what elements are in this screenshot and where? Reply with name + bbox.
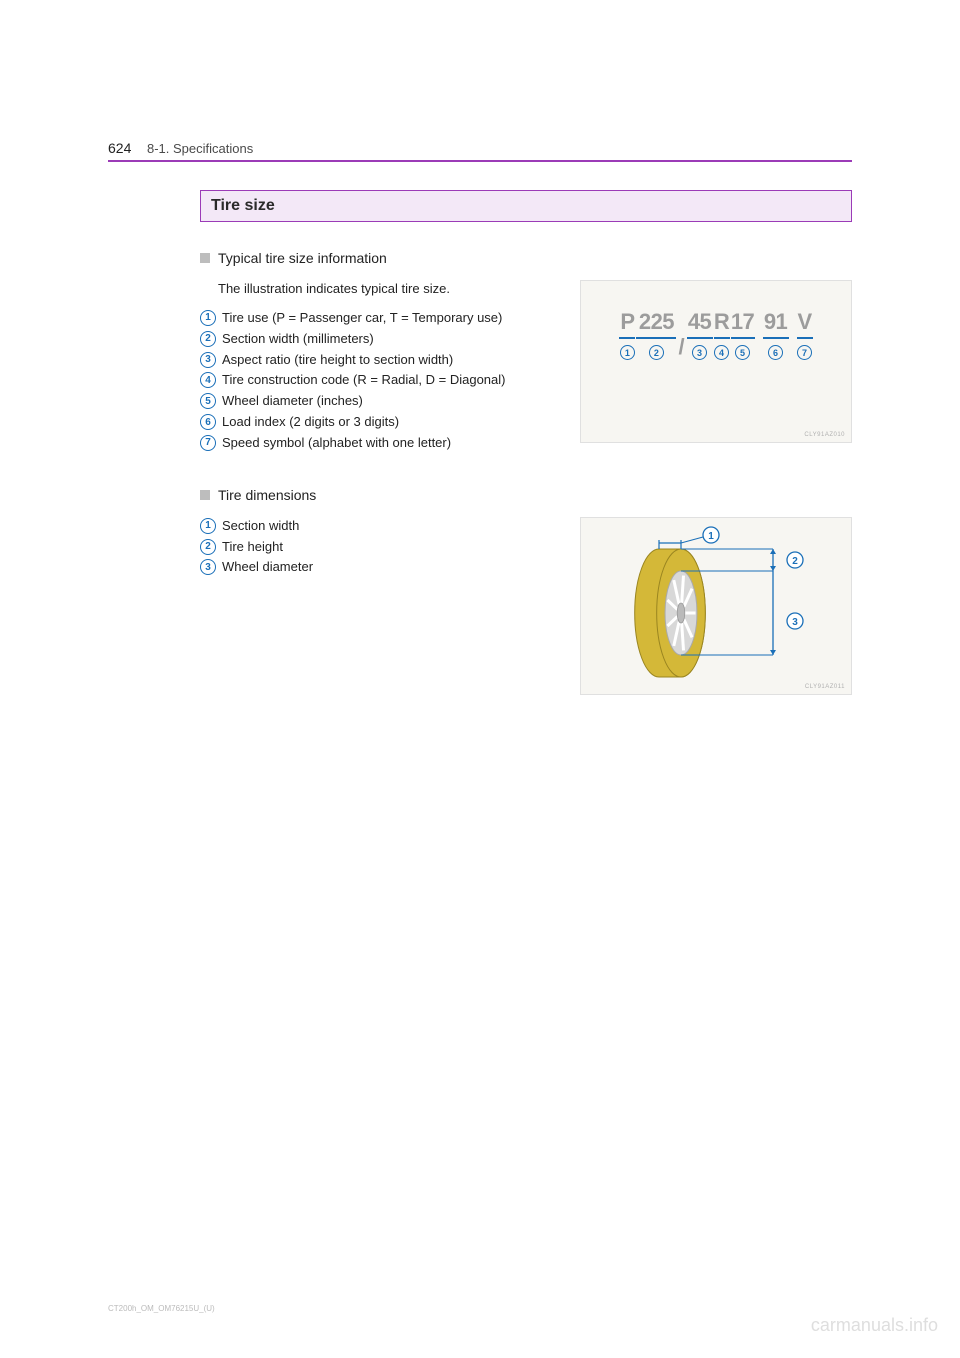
list-item-text: Tire construction code (R = Radial, D = … bbox=[222, 371, 505, 390]
subsection-tire-size-info: Typical tire size information The illust… bbox=[200, 250, 852, 455]
code-slash: / bbox=[678, 334, 684, 360]
list-item: 1 Section width bbox=[200, 517, 564, 536]
diagram-ref: CLY91AZ010 bbox=[804, 432, 845, 438]
tire-code-segment: R4 bbox=[714, 309, 730, 360]
list-item: 4 Tire construction code (R = Radial, D =… bbox=[200, 371, 564, 390]
circled-number-icon: 2 bbox=[649, 345, 664, 360]
circled-number-icon: 1 bbox=[620, 345, 635, 360]
svg-text:3: 3 bbox=[792, 617, 798, 628]
list-item: 2 Section width (millimeters) bbox=[200, 330, 564, 349]
list-item-text: Speed symbol (alphabet with one letter) bbox=[222, 434, 451, 453]
list-item-text: Load index (2 digits or 3 digits) bbox=[222, 413, 399, 432]
circled-number-icon: 6 bbox=[200, 414, 216, 430]
list-item: 2 Tire height bbox=[200, 538, 564, 557]
circled-number-icon: 3 bbox=[200, 352, 216, 368]
tire-dimensions-diagram: 1 2 3 CLY91AZ011 bbox=[580, 517, 852, 695]
circled-number-icon: 4 bbox=[200, 372, 216, 388]
tire-code-segment: 17 5 bbox=[731, 309, 755, 360]
tire-code-diagram: P12252/453R4175916V7 CLY91AZ010 bbox=[580, 280, 852, 443]
subsection-title: Tire dimensions bbox=[218, 487, 316, 503]
product-label: CT200h_OM_OM76215U_(U) bbox=[108, 1304, 215, 1313]
code-text: P bbox=[620, 309, 634, 335]
tire-code-segment: 91 6 bbox=[763, 309, 789, 360]
circled-number-icon: 4 bbox=[714, 345, 729, 360]
tire-code-segment: 225 2 bbox=[636, 309, 676, 360]
footer-watermark: carmanuals.info bbox=[811, 1315, 938, 1336]
tire-code-segment: P1 bbox=[619, 309, 635, 360]
circled-number-icon: 3 bbox=[200, 559, 216, 575]
list-item: 6 Load index (2 digits or 3 digits) bbox=[200, 413, 564, 432]
list-item: 1 Tire use (P = Passenger car, T = Tempor… bbox=[200, 309, 564, 328]
square-bullet-icon bbox=[200, 490, 210, 500]
circled-number-icon: 1 bbox=[200, 310, 216, 326]
circled-number-icon: 1 bbox=[200, 518, 216, 534]
circled-number-icon: 2 bbox=[200, 331, 216, 347]
circled-number-icon: 7 bbox=[200, 435, 216, 451]
code-text: 45 bbox=[688, 309, 711, 335]
list-item-text: Aspect ratio (tire height to section wid… bbox=[222, 351, 453, 370]
list-item: 7 Speed symbol (alphabet with one letter) bbox=[200, 434, 564, 453]
circled-number-icon: 2 bbox=[200, 539, 216, 555]
list-item: 5 Wheel diameter (inches) bbox=[200, 392, 564, 411]
list-item-text: Wheel diameter (inches) bbox=[222, 392, 363, 411]
code-text: V bbox=[797, 309, 811, 335]
tire-code-segment: 45 3 bbox=[687, 309, 713, 360]
code-text: 17 bbox=[731, 309, 754, 335]
code-text: 91 bbox=[764, 309, 787, 335]
square-bullet-icon bbox=[200, 253, 210, 263]
subsection-tire-dimensions: Tire dimensions 1 Section width 2 Tire heig… bbox=[200, 487, 852, 695]
tire-code-segment: V7 bbox=[797, 309, 813, 360]
list-item: 3 Wheel diameter bbox=[200, 558, 564, 577]
circled-number-icon: 6 bbox=[768, 345, 783, 360]
list-item: 3 Aspect ratio (tire height to section wi… bbox=[200, 351, 564, 370]
intro-text: The illustration indicates typical tire … bbox=[218, 280, 564, 299]
code-text: R bbox=[714, 309, 729, 335]
circled-number-icon: 5 bbox=[735, 345, 750, 360]
list-item-text: Wheel diameter bbox=[222, 558, 313, 577]
list-item-text: Tire use (P = Passenger car, T = Tempora… bbox=[222, 309, 502, 328]
circled-number-icon: 5 bbox=[200, 393, 216, 409]
list-item-text: Tire height bbox=[222, 538, 283, 557]
code-text: 225 bbox=[639, 309, 674, 335]
page-number: 624 8-1. Specifications bbox=[108, 140, 253, 156]
page-header: 624 8-1. Specifications bbox=[108, 140, 852, 162]
svg-text:2: 2 bbox=[792, 556, 798, 567]
circled-number-icon: 3 bbox=[692, 345, 707, 360]
section-title: Tire size bbox=[211, 197, 275, 214]
svg-text:1: 1 bbox=[708, 531, 714, 542]
section-title-box: Tire size bbox=[200, 190, 852, 222]
diagram-ref: CLY91AZ011 bbox=[805, 684, 845, 690]
list-item-text: Section width (millimeters) bbox=[222, 330, 374, 349]
circled-number-icon: 7 bbox=[797, 345, 812, 360]
list-item-text: Section width bbox=[222, 517, 299, 536]
subsection-title: Typical tire size information bbox=[218, 250, 387, 266]
